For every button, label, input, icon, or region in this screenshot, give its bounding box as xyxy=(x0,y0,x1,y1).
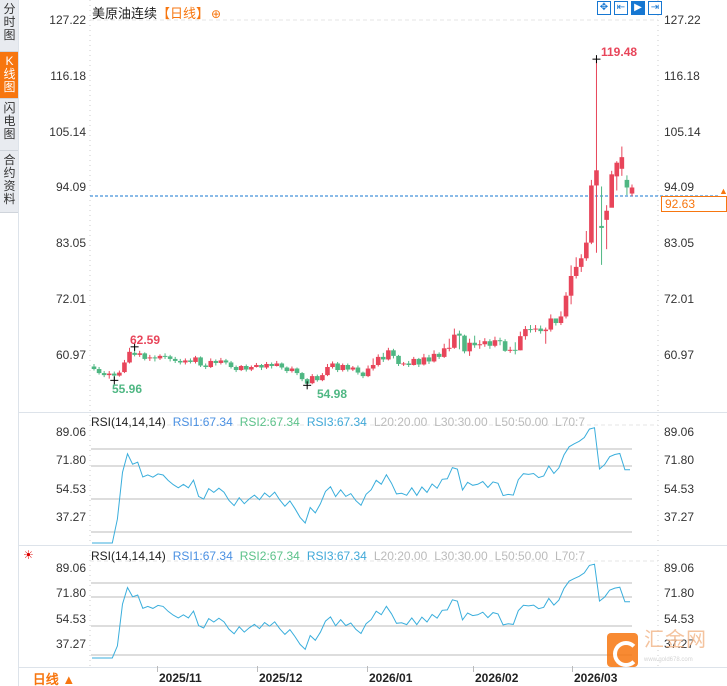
goto-end-tool-icon[interactable]: ⇥ xyxy=(648,1,662,15)
crosshair-tool-icon[interactable]: ✥ xyxy=(597,1,611,15)
price-tick-left: 94.09 xyxy=(55,180,86,194)
rsi-level-70: L70:7 xyxy=(555,549,586,563)
rsi-tick-left: 89.06 xyxy=(55,425,86,439)
rsi-tick-left: 37.27 xyxy=(55,637,86,651)
rsi-level-20: L20:20.00 xyxy=(373,549,428,563)
rsi-tick-right: 71.80 xyxy=(664,586,695,600)
rsi-level-30: L30:30.00 xyxy=(434,415,488,429)
gold678-logo-icon xyxy=(607,633,639,667)
rsi-level-30: L30:30.00 xyxy=(434,549,488,563)
rsi-level-50: L50:50.00 xyxy=(494,415,549,429)
rsi-tick-left: 71.80 xyxy=(55,453,86,467)
rsi-tick-left: 37.27 xyxy=(55,510,86,524)
rsi-legend-1: RSI(14,14,14) RSI1:67.34 RSI2:67.34 RSI3:67… xyxy=(91,415,592,429)
rsi-tick-right: 37.27 xyxy=(664,637,695,651)
last-price-arrow-icon: ▲ xyxy=(719,186,727,196)
price-tick-left: 127.22 xyxy=(49,13,86,27)
rsi2-value: RSI2:67.34 xyxy=(239,549,300,563)
indicator-settings-icon[interactable]: ☀ xyxy=(23,548,34,562)
rsi-tick-right: 54.53 xyxy=(664,482,695,496)
price-tick-right: 127.22 xyxy=(664,13,701,27)
period-selector-button[interactable]: 日线 ▲ xyxy=(32,672,76,686)
instrument-name: 美原油连续 xyxy=(92,6,158,21)
play-tool-icon[interactable]: ▶ xyxy=(631,1,645,15)
rsi-tick-right: 54.53 xyxy=(664,612,695,626)
rsi-tick-left: 54.53 xyxy=(55,612,86,626)
low-annotation-2: 54.98 xyxy=(317,387,348,401)
date-label: 2026/01 xyxy=(369,671,413,685)
crosshair-toggle-icon[interactable]: ⊕ xyxy=(211,7,222,21)
rsi-level-50: L50:50.00 xyxy=(494,549,549,563)
date-tick xyxy=(473,666,474,672)
price-tick-right: 116.18 xyxy=(664,69,700,83)
panel-divider xyxy=(19,545,727,546)
rsi3-value: RSI3:67.34 xyxy=(306,549,367,563)
price-tick-left: 116.18 xyxy=(50,69,86,83)
fit-range-tool-icon[interactable]: ⇤ xyxy=(614,1,628,15)
chart-title: 美原油连续【日线】 ⊕ xyxy=(92,3,221,22)
price-tick-right: 72.01 xyxy=(664,292,695,306)
low-annotation-1: 55.96 xyxy=(112,382,143,396)
watermark-text: 汇金网 xyxy=(644,629,707,651)
date-tick xyxy=(157,666,158,672)
watermark: 汇金网 www.gold678.com xyxy=(607,630,707,670)
rsi-tick-left: 89.06 xyxy=(55,561,86,575)
watermark-url: www.gold678.com xyxy=(644,657,693,663)
price-tick-right: 94.09 xyxy=(664,180,695,194)
rsi-tick-left: 54.53 xyxy=(55,482,86,496)
high-annotation: 119.48 xyxy=(601,45,638,59)
date-label: 2026/02 xyxy=(475,671,519,685)
rsi1-value: RSI1:67.34 xyxy=(172,415,233,429)
tab-contract-info[interactable]: 合约资料 xyxy=(0,151,19,213)
date-label: 2025/12 xyxy=(259,671,303,685)
price-tick-left: 83.05 xyxy=(55,236,86,250)
tab-flash-chart[interactable]: 闪电图 xyxy=(0,99,19,151)
rsi-level-70: L70:7 xyxy=(555,415,586,429)
left-column-divider xyxy=(18,0,19,686)
price-tick-right: 83.05 xyxy=(664,236,695,250)
price-tick-left: 60.97 xyxy=(55,348,86,362)
rsi2-value: RSI2:67.34 xyxy=(239,415,300,429)
date-tick xyxy=(257,666,258,672)
rsi-level-20: L20:20.00 xyxy=(373,415,428,429)
panel-divider xyxy=(19,667,727,668)
rsi-tick-right: 89.06 xyxy=(664,561,695,575)
date-label: 2025/11 xyxy=(159,671,202,685)
rsi3-value: RSI3:67.34 xyxy=(306,415,367,429)
tab-kline[interactable]: K线图 xyxy=(0,52,19,99)
chart-toolbar: ✥ ⇤ ▶ ⇥ xyxy=(597,1,662,15)
chart-type-tabs: 分时图 K线图 闪电图 合约资料 xyxy=(0,0,19,213)
price-tick-right: 105.14 xyxy=(664,125,701,139)
rsi-title: RSI(14,14,14) xyxy=(91,415,166,429)
date-label: 2026/03 xyxy=(574,671,618,685)
tab-time-sharing[interactable]: 分时图 xyxy=(0,0,19,52)
rsi1-value: RSI1:67.34 xyxy=(172,549,233,563)
local-high-annotation: 62.59 xyxy=(130,333,161,347)
rsi-tick-right: 71.80 xyxy=(664,453,695,467)
panel-divider xyxy=(19,412,727,413)
rsi-tick-right: 37.27 xyxy=(664,510,695,524)
price-tick-right: 60.97 xyxy=(664,348,695,362)
date-tick xyxy=(572,666,573,672)
price-tick-left: 72.01 xyxy=(55,292,86,306)
rsi-tick-right: 89.06 xyxy=(664,425,695,439)
last-price-tag: 92.63 xyxy=(661,196,727,212)
rsi-title: RSI(14,14,14) xyxy=(91,549,166,563)
rsi-legend-2: RSI(14,14,14) RSI1:67.34 RSI2:67.34 RSI3:67… xyxy=(91,549,592,563)
rsi-tick-left: 71.80 xyxy=(55,586,86,600)
price-tick-left: 105.14 xyxy=(49,125,86,139)
date-tick xyxy=(367,666,368,672)
period-label: 【日线】 xyxy=(157,6,210,21)
